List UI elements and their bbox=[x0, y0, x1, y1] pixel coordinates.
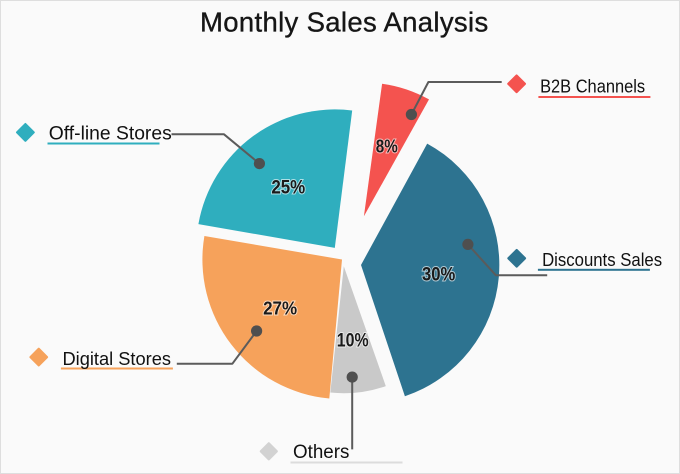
svg-text:27%: 27% bbox=[263, 298, 297, 318]
svg-text:Others: Others bbox=[293, 442, 349, 463]
svg-text:10%: 10% bbox=[337, 329, 369, 351]
svg-text:B2B Channels: B2B Channels bbox=[540, 76, 645, 96]
svg-text:Digital Stores: Digital Stores bbox=[63, 348, 172, 369]
svg-text:Off-line Stores: Off-line Stores bbox=[49, 124, 172, 145]
svg-text:Monthly Sales Analysis: Monthly Sales Analysis bbox=[200, 7, 489, 38]
svg-text:Discounts Sales: Discounts Sales bbox=[542, 249, 662, 270]
svg-text:8%: 8% bbox=[376, 136, 398, 156]
svg-text:25%: 25% bbox=[271, 177, 305, 198]
svg-text:30%: 30% bbox=[422, 264, 455, 286]
